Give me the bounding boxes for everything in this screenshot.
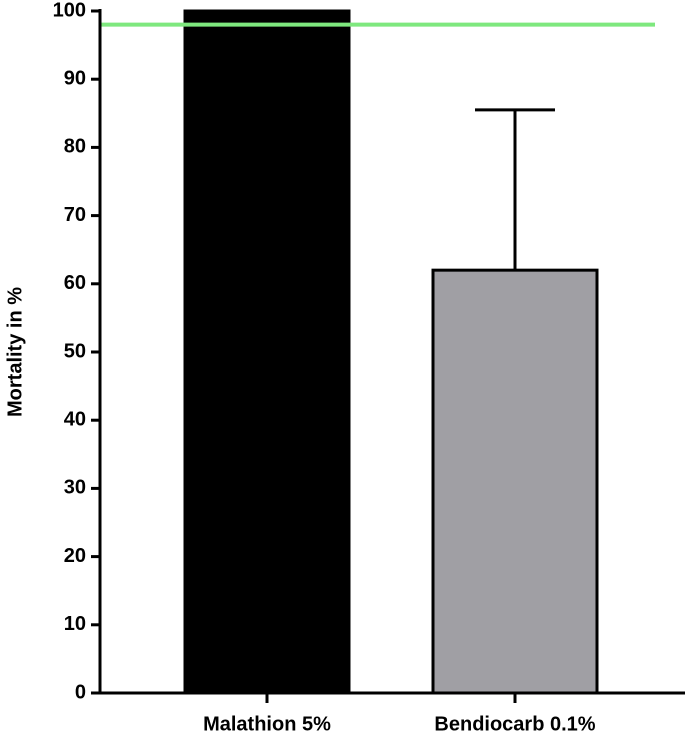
y-tick-label: 20: [64, 545, 86, 567]
y-tick-label: 60: [64, 272, 86, 294]
y-tick-label: 80: [64, 136, 86, 158]
y-tick-label: 50: [64, 340, 86, 362]
y-tick-label: 30: [64, 477, 86, 499]
bar: [183, 9, 351, 695]
bar: [431, 268, 599, 695]
x-tick-label: Bendiocarb 0.1%: [434, 713, 595, 735]
y-tick-label: 70: [64, 204, 86, 226]
y-tick-label: 40: [64, 408, 86, 430]
x-tick-label: Malathion 5%: [203, 713, 331, 735]
error-bar: [475, 108, 555, 271]
y-axis-label: Mortality in %: [4, 287, 26, 417]
y-tick-label: 100: [53, 0, 86, 21]
y-tick-label: 0: [75, 681, 86, 703]
y-tick-label: 90: [64, 67, 86, 89]
y-tick-label: 10: [64, 613, 86, 635]
